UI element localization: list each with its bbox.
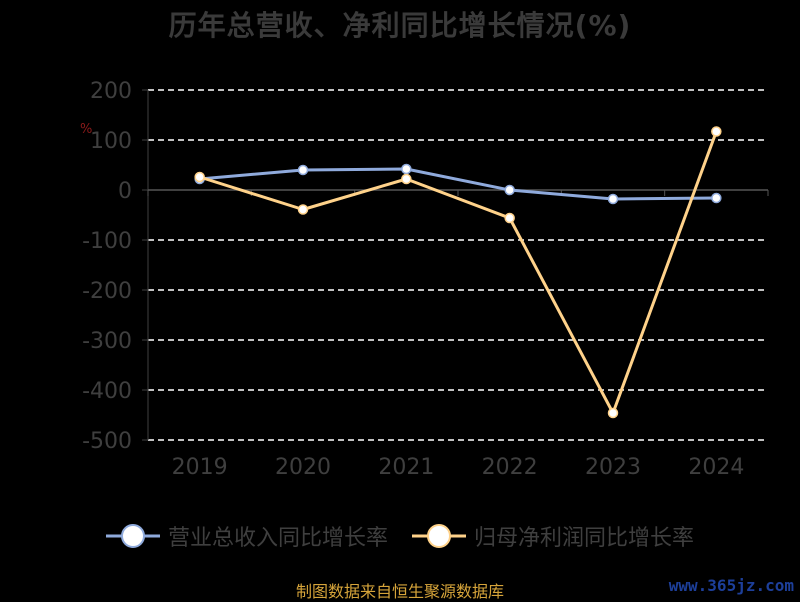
y-tick-label: -400 — [82, 379, 132, 404]
series-line-0 — [199, 167, 717, 201]
legend-label-profit: 归母净利润同比增长率 — [474, 526, 695, 551]
x-tick-label: 2023 — [585, 455, 641, 480]
series-0-point-2020 — [297, 164, 309, 176]
y-tick-label: 0 — [118, 179, 132, 204]
x-tick-label: 2020 — [275, 455, 331, 480]
y-tick-label: -300 — [82, 329, 132, 354]
series-line-1 — [199, 130, 718, 415]
unit-label: % — [80, 122, 93, 137]
x-tick-label: 2024 — [688, 455, 744, 480]
y-tick-label: 200 — [90, 79, 132, 104]
series-0-point-2023 — [607, 193, 619, 205]
series-1-point-2024 — [711, 126, 722, 137]
y-tick-label: 100 — [90, 129, 132, 154]
legend-item-profit[interactable]: 归母净利润同比增长率 — [412, 520, 694, 552]
series-1-point-2021 — [401, 173, 412, 185]
data-source-note: 制图数据来自恒生聚源数据库 — [295, 582, 504, 601]
series-0-point-2021 — [401, 163, 412, 175]
y-tick-label: -100 — [82, 229, 132, 254]
series-1-point-2022 — [504, 212, 515, 224]
x-tick-label: 2019 — [172, 455, 228, 480]
y-tick-label: -200 — [82, 279, 132, 304]
legend: 营业总收入同比增长率 归母净利润同比增长率 — [0, 520, 800, 552]
series-0-point-2024 — [711, 192, 722, 204]
series-0-point-2022 — [504, 184, 515, 196]
series-1-point-2020 — [297, 204, 309, 215]
legend-swatch-revenue — [105, 524, 160, 548]
legend-label-revenue: 营业总收入同比增长率 — [167, 526, 388, 551]
series-1-point-2023 — [607, 407, 619, 419]
x-tick-label: 2022 — [482, 455, 538, 480]
legend-swatch-profit — [412, 524, 466, 548]
watermark: www.365jz.com — [668, 576, 794, 595]
legend-item-revenue[interactable]: 营业总收入同比增长率 — [105, 520, 388, 552]
y-tick-label: -500 — [82, 429, 132, 454]
chart-title: 历年总营收、净利同比增长情况(%) — [168, 9, 632, 42]
x-tick-label: 2021 — [378, 455, 434, 480]
series-1-point-2019 — [194, 171, 205, 183]
